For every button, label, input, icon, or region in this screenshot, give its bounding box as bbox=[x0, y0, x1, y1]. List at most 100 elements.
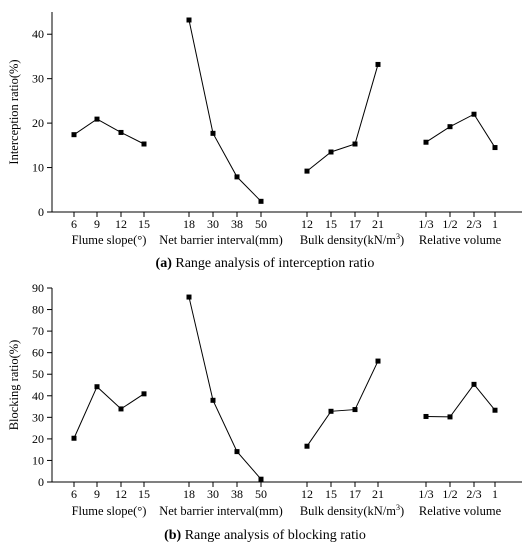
x-tick-label: 21 bbox=[372, 487, 384, 501]
x-axis-title-superscript: 3 bbox=[396, 503, 400, 512]
data-point bbox=[94, 116, 100, 122]
x-tick-label: 18 bbox=[183, 487, 195, 501]
x-axis-title-superscript: 3 bbox=[396, 232, 400, 241]
data-point bbox=[258, 198, 264, 204]
x-tick-label: 9 bbox=[94, 217, 100, 231]
x-tick-label: 38 bbox=[231, 487, 243, 501]
series-line-group-2 bbox=[188, 19, 262, 202]
series-line-group-1 bbox=[73, 118, 145, 145]
y-tick-label: 10 bbox=[32, 161, 44, 175]
data-point bbox=[375, 358, 381, 364]
data-point bbox=[492, 407, 498, 413]
series-line-group-3 bbox=[306, 64, 379, 172]
data-point bbox=[141, 391, 147, 397]
data-point bbox=[352, 407, 358, 413]
x-axis-title-group-1: Flume slope(°) bbox=[72, 504, 147, 518]
data-point bbox=[234, 174, 240, 180]
data-point bbox=[492, 145, 498, 151]
y-tick-label: 30 bbox=[32, 410, 44, 424]
x-axis-title-group-4: Relative volume bbox=[419, 233, 502, 247]
x-axis-title-text: Bulk density(kN/m bbox=[300, 504, 396, 518]
x-axis-title-group-4: Relative volume bbox=[419, 504, 502, 518]
data-point bbox=[471, 111, 477, 117]
x-tick-label: 15 bbox=[138, 217, 150, 231]
x-tick-label: 9 bbox=[94, 487, 100, 501]
y-tick-label: 0 bbox=[38, 205, 44, 219]
x-axis-title-group-2: Net barrier interval(mm) bbox=[159, 504, 283, 518]
x-axis-title-text: Net barrier interval(mm) bbox=[159, 504, 283, 518]
x-axis-title-tail: ) bbox=[400, 504, 404, 518]
data-point bbox=[71, 132, 77, 138]
data-point bbox=[471, 381, 477, 387]
y-axis-title: Blocking ratio(%) bbox=[7, 340, 21, 431]
data-point bbox=[423, 139, 429, 145]
x-tick-label: 12 bbox=[115, 217, 127, 231]
data-point bbox=[234, 449, 240, 455]
data-point bbox=[328, 408, 334, 414]
x-tick-label: 1 bbox=[492, 487, 498, 501]
x-axis-title-text: Net barrier interval(mm) bbox=[159, 233, 283, 247]
x-tick-label: 15 bbox=[138, 487, 150, 501]
x-tick-label: 6 bbox=[71, 487, 77, 501]
figure-caption: (b) Range analysis of blocking ratio bbox=[164, 528, 366, 543]
x-tick-label: 50 bbox=[255, 487, 267, 501]
y-tick-label: 30 bbox=[32, 72, 44, 86]
data-point bbox=[94, 384, 100, 390]
x-axis-title-text: Flume slope(°) bbox=[72, 504, 147, 518]
y-tick-label: 80 bbox=[32, 303, 44, 317]
x-tick-label: 12 bbox=[301, 217, 313, 231]
x-tick-label: 2/3 bbox=[466, 487, 481, 501]
data-point bbox=[258, 476, 264, 482]
data-point bbox=[352, 141, 358, 147]
x-tick-label: 18 bbox=[183, 217, 195, 231]
caption-text: Range analysis of interception ratio bbox=[172, 256, 375, 271]
data-point bbox=[328, 149, 334, 155]
data-point bbox=[447, 414, 453, 420]
x-tick-label: 21 bbox=[372, 217, 384, 231]
x-tick-label: 50 bbox=[255, 217, 267, 231]
x-tick-label: 1/2 bbox=[442, 487, 457, 501]
series-line-group-1 bbox=[73, 385, 145, 439]
data-point bbox=[186, 17, 192, 23]
x-tick-label: 15 bbox=[325, 217, 337, 231]
x-axis-title-group-3: Bulk density(kN/m3) bbox=[300, 503, 404, 518]
caption-label: (b) bbox=[164, 528, 181, 543]
data-point bbox=[210, 397, 216, 403]
x-tick-label: 12 bbox=[115, 487, 127, 501]
data-point bbox=[375, 61, 381, 67]
x-tick-label: 17 bbox=[349, 487, 361, 501]
x-axis-title-text: Relative volume bbox=[419, 504, 502, 518]
x-tick-label: 6 bbox=[71, 217, 77, 231]
caption-text: Range analysis of blocking ratio bbox=[181, 528, 366, 543]
x-tick-label: 1 bbox=[492, 217, 498, 231]
data-point bbox=[71, 435, 77, 441]
x-axis-title-text: Relative volume bbox=[419, 233, 502, 247]
x-axis-title-group-3: Bulk density(kN/m3) bbox=[300, 232, 404, 247]
data-point bbox=[186, 294, 192, 300]
x-tick-label: 1/3 bbox=[418, 217, 433, 231]
y-tick-label: 20 bbox=[32, 432, 44, 446]
series-line-group-4 bbox=[425, 383, 496, 418]
x-axis-title-group-2: Net barrier interval(mm) bbox=[159, 233, 283, 247]
x-tick-label: 17 bbox=[349, 217, 361, 231]
series-line-group-4 bbox=[425, 113, 496, 148]
x-tick-label: 12 bbox=[301, 487, 313, 501]
y-tick-label: 20 bbox=[32, 116, 44, 130]
data-point bbox=[118, 129, 124, 135]
x-tick-label: 1/3 bbox=[418, 487, 433, 501]
data-point bbox=[304, 443, 310, 449]
x-axis-title-tail: ) bbox=[400, 233, 404, 247]
data-point bbox=[118, 406, 124, 412]
y-tick-label: 90 bbox=[32, 281, 44, 295]
y-tick-label: 60 bbox=[32, 346, 44, 360]
series-line-group-2 bbox=[188, 296, 262, 480]
series-line-group-3 bbox=[306, 360, 379, 447]
chart-panel-a: 0 10 20 30 40 Interception ratio(%) 6 9 12 15 Flum… bbox=[7, 12, 522, 271]
caption-label: (a) bbox=[156, 256, 173, 271]
data-point bbox=[423, 413, 429, 419]
x-tick-label: 15 bbox=[325, 487, 337, 501]
x-axis-title-group-1: Flume slope(°) bbox=[72, 233, 147, 247]
x-tick-label: 38 bbox=[231, 217, 243, 231]
x-tick-label: 30 bbox=[207, 217, 219, 231]
